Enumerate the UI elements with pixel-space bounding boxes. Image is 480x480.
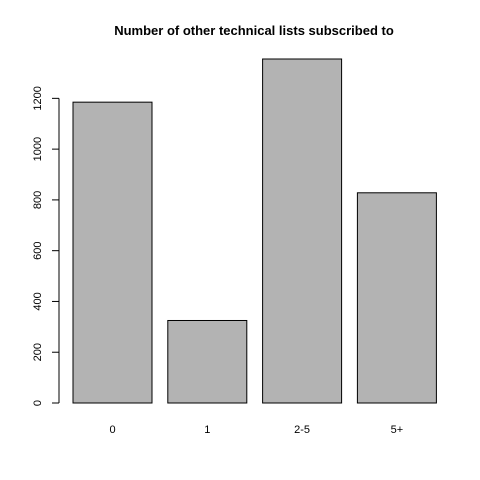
bar-0 xyxy=(72,101,153,404)
bar-1 xyxy=(167,319,248,404)
y-tick-label: 400 xyxy=(32,292,44,310)
bar-2-5 xyxy=(262,58,343,404)
y-tick-label: 800 xyxy=(32,191,44,209)
y-tick-label: 600 xyxy=(32,241,44,259)
y-tick-label: 200 xyxy=(32,343,44,361)
x-tick-label: 0 xyxy=(109,424,115,436)
bar-5+ xyxy=(356,192,437,404)
y-tick-label: 1200 xyxy=(32,86,44,110)
y-axis: 0 200 400 600 800 1000 1200 xyxy=(32,86,60,406)
bars-group xyxy=(72,58,437,404)
y-tick-label: 1000 xyxy=(32,137,44,161)
x-tick-label: 1 xyxy=(204,424,210,436)
y-tick-label: 0 xyxy=(32,400,44,406)
chart-title: Number of other technical lists subscrib… xyxy=(114,23,394,38)
x-tick-label: 5+ xyxy=(391,424,404,436)
x-tick-label: 2-5 xyxy=(294,424,310,436)
x-tick-labels: 0 1 2-5 5+ xyxy=(109,424,403,436)
